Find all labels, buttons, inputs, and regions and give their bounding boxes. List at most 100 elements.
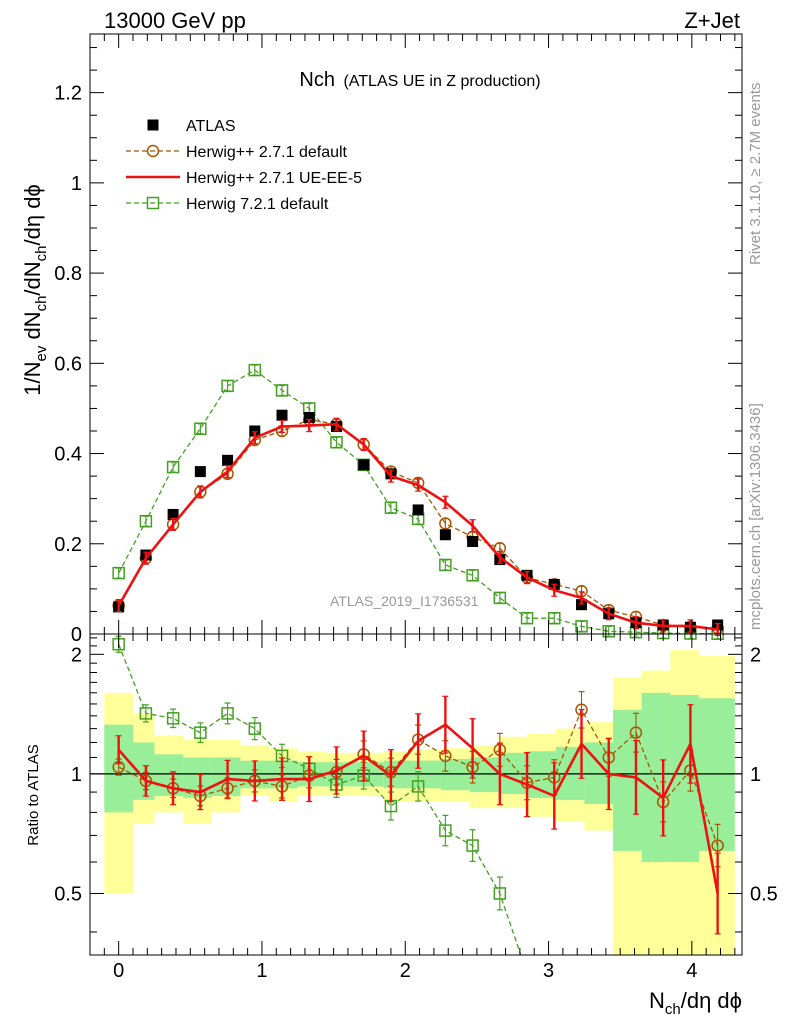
legend-marker-herwig-2-7-1-default: [146, 144, 160, 158]
ratio-y-label: Ratio to ATLAS: [25, 744, 42, 845]
y-tick-label-2: 0.4: [54, 444, 82, 466]
main-atlas-point-9: [358, 459, 370, 471]
ratio-herwig-7-2-1-default-marker-12: [439, 824, 452, 837]
ratio-ytick-label-right-2: 2: [750, 644, 761, 666]
ratio-ytick-label-right-1: 1: [750, 764, 761, 786]
legend-item-herwig-2-7-1-ue-ee-5: Herwig++ 2.7.1 UE-EE-5: [126, 170, 362, 187]
main-herwig-2-7-1-ue-ee-5-point-21: [687, 619, 694, 633]
ratio-herwig-7-2-1-default-marker-2: [166, 712, 180, 725]
ratio-herwig-2-7-1-ue-ee-5-point-4: [224, 759, 231, 799]
y-tick-label-5: 1: [71, 173, 82, 195]
ratio-herwig-2-7-1-ue-ee-5-point-5: [251, 760, 258, 802]
xlabel-main: N: [649, 988, 665, 1013]
main-atlas-marker-2: [167, 508, 179, 520]
main-atlas-point-7: [303, 411, 315, 423]
main-atlas-point-11: [412, 504, 424, 516]
main-herwig-7-2-1-default-marker-3: [194, 422, 207, 435]
ratio-herwig-2-7-1-ue-ee-5-point-1: [142, 765, 149, 797]
plot-title-main: Nch: [299, 69, 335, 91]
ratio-uncertainty-bands: [90, 650, 742, 955]
ratio-herwig-2-7-1-ue-ee-5-point-20: [660, 759, 667, 837]
x-tick-label-4: 4: [686, 960, 697, 982]
main-herwig-7-2-1-default-point-2: [166, 460, 180, 474]
main-herwig-2-7-1-ue-ee-5-point-13: [469, 519, 476, 533]
ylabel-part-e: /dN: [20, 261, 45, 295]
main-herwig-7-2-1-default-point-6: [275, 384, 289, 397]
ylabel-part-d: ch: [33, 296, 50, 312]
ratio-herwig-7-2-1-default-marker-4: [221, 707, 234, 720]
plot-title: Nch (ATLAS UE in Z production): [299, 69, 540, 91]
ratio-herwig-2-7-1-ue-ee-5-point-21: [687, 704, 694, 784]
main-herwig-7-2-1-default-point-17: [575, 620, 588, 633]
main-herwig-2-7-1-ue-ee-5-point-6: [279, 419, 286, 434]
ratio-band-green-4: [211, 757, 241, 796]
ratio-ytick-label-left-2: 2: [71, 644, 82, 666]
main-atlas-point-4: [222, 454, 234, 466]
legend-label-herwig-2-7-1-default: Herwig++ 2.7.1 default: [186, 144, 348, 161]
main-series-herwig-2-7-1-ue-ee-5: [115, 417, 721, 637]
ratio-herwig-7-2-1-default-marker-11: [411, 780, 425, 793]
main-herwig-2-7-1-ue-ee-5-point-15: [524, 571, 531, 585]
main-herwig-7-2-1-default-marker-5: [248, 363, 262, 377]
main-atlas-point-2: [167, 508, 179, 520]
main-herwig-2-7-1-ue-ee-5-point-9: [360, 437, 367, 452]
main-atlas-point-17: [576, 599, 588, 611]
legend-item-herwig-2-7-1-default: Herwig++ 2.7.1 default: [126, 144, 348, 161]
header-right: Z+Jet: [684, 8, 740, 33]
legend: ATLAS Herwig++ 2.7.1 default Herwig++ 2.7.…: [126, 118, 362, 213]
ratio-herwig-2-7-1-ue-ee-5-point-12: [442, 695, 449, 754]
ratio-herwig-7-2-1-default-point-4: [221, 702, 234, 725]
main-herwig-7-2-1-default-point-18: [602, 625, 615, 638]
side-mcplots-label: mcplots.cern.ch [arXiv:1306.3436]: [747, 403, 764, 630]
ratio-series-herwig-2-7-1-ue-ee-5: [115, 695, 721, 935]
legend-item-herwig-7-2-1-default: Herwig 7.2.1 default: [126, 196, 329, 213]
legend-label-atlas: ATLAS: [186, 118, 236, 135]
ratio-herwig-7-2-1-default-point-11: [411, 771, 425, 802]
ratio-band-green-18: [613, 709, 642, 851]
ratio-herwig-7-2-1-default-point-1: [139, 704, 153, 723]
ratio-herwig-2-7-1-ue-ee-5-point-19: [632, 739, 639, 815]
ratio-ytick-label-right-0: 0.5: [750, 883, 778, 905]
x-tick-label-1: 1: [256, 960, 267, 982]
watermark: ATLAS_2019_I1736531: [330, 593, 479, 609]
plot-title-sub: (ATLAS UE in Z production): [343, 73, 540, 90]
main-herwig-2-7-1-ue-ee-5-point-2: [170, 517, 177, 531]
main-atlas-marker-7: [303, 411, 315, 423]
ratio-herwig-2-7-1-ue-ee-5-point-9: [360, 730, 367, 782]
main-atlas-point-6: [276, 409, 288, 421]
ratio-herwig-2-7-1-default-point-0: [112, 758, 125, 776]
main-herwig-2-7-1-ue-ee-5-point-8: [333, 417, 340, 431]
ratio-herwig-2-7-1-ue-ee-5-point-10: [387, 749, 394, 803]
ratio-herwig-2-7-1-ue-ee-5-point-11: [415, 713, 422, 769]
y-tick-label-0: 0: [71, 624, 82, 646]
main-herwig-2-7-1-ue-ee-5-point-14: [496, 550, 503, 564]
ratio-herwig-2-7-1-default-marker-22: [711, 839, 724, 852]
main-series-herwig-7-2-1-default: [112, 363, 724, 641]
main-herwig-7-2-1-default-marker-12: [439, 558, 452, 572]
ratio-band-green-13: [469, 757, 499, 793]
legend-marker-herwig-7-2-1-default: [146, 196, 160, 210]
main-herwig-7-2-1-default-point-5: [248, 363, 262, 377]
ylabel-part-f: ch: [33, 245, 50, 261]
main-herwig-2-7-1-ue-ee-5-point-12: [442, 495, 449, 509]
main-herwig-7-2-1-default-marker-0: [112, 566, 125, 580]
main-atlas-marker-3: [194, 466, 206, 478]
main-herwig-7-2-1-default-marker-10: [384, 501, 398, 514]
main-herwig-7-2-1-default-point-16: [548, 611, 561, 625]
ratio-herwig-7-2-1-default-marker-13: [466, 839, 479, 852]
ratio-herwig-2-7-1-ue-ee-5-point-17: [578, 708, 585, 779]
main-herwig-7-2-1-default-point-0: [112, 566, 125, 580]
main-atlas-marker-4: [222, 454, 234, 466]
y-axis-label: 1/Nev dNch/dNch/dη dϕ: [20, 184, 50, 396]
legend-item-atlas: ATLAS: [147, 118, 236, 135]
main-herwig-2-7-1-ue-ee-5-point-5: [251, 431, 258, 445]
ratio-ytick-label-left-1: 1: [71, 764, 82, 786]
main-herwig-2-7-1-ue-ee-5-point-0: [115, 598, 122, 613]
main-herwig-7-2-1-default-marker-14: [493, 591, 507, 605]
ratio-herwig-2-7-1-ue-ee-5-point-15: [524, 751, 531, 818]
main-herwig-7-2-1-default-marker-8: [330, 436, 343, 449]
y-tick-label-4: 0.8: [54, 263, 82, 285]
main-atlas-point-13: [467, 536, 479, 548]
axes-group: 0 1 2 3 4 0 0.2 0.4 0.6 0.8 1 1.2 0.5 0.5 1 1 2 2: [54, 34, 778, 982]
ratio-series-group: [112, 635, 724, 955]
